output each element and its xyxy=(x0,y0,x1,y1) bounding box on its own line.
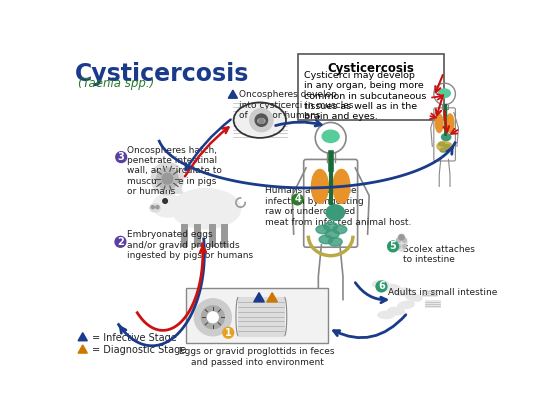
Ellipse shape xyxy=(316,225,330,234)
Circle shape xyxy=(201,306,225,329)
Ellipse shape xyxy=(150,204,160,212)
Text: = Infective Stage: = Infective Stage xyxy=(92,333,177,343)
Ellipse shape xyxy=(388,307,404,315)
Circle shape xyxy=(292,194,303,205)
Circle shape xyxy=(207,312,218,323)
Circle shape xyxy=(250,109,273,132)
Ellipse shape xyxy=(312,169,328,203)
Text: (Taenia spp.): (Taenia spp.) xyxy=(78,77,154,90)
Bar xyxy=(238,297,285,336)
Ellipse shape xyxy=(328,238,342,246)
Circle shape xyxy=(402,238,407,242)
Text: 4: 4 xyxy=(294,194,301,204)
Circle shape xyxy=(396,244,401,249)
Ellipse shape xyxy=(319,235,333,244)
Ellipse shape xyxy=(326,205,345,220)
Ellipse shape xyxy=(323,222,338,231)
Polygon shape xyxy=(173,182,183,193)
Ellipse shape xyxy=(395,288,412,296)
Bar xyxy=(186,288,328,344)
Ellipse shape xyxy=(437,142,453,151)
Text: = Diagnostic Stage: = Diagnostic Stage xyxy=(92,345,186,356)
Polygon shape xyxy=(78,345,87,353)
Ellipse shape xyxy=(171,189,240,229)
Text: 5: 5 xyxy=(390,241,396,252)
Circle shape xyxy=(388,241,399,252)
Text: Embryonated eggs
and/or gravid proglottids
ingested by pigs or humans: Embryonated eggs and/or gravid proglotti… xyxy=(127,230,253,260)
Circle shape xyxy=(156,206,159,209)
Ellipse shape xyxy=(333,225,347,234)
Ellipse shape xyxy=(442,134,451,141)
Ellipse shape xyxy=(397,301,415,309)
Ellipse shape xyxy=(153,194,182,217)
Ellipse shape xyxy=(322,130,339,143)
Polygon shape xyxy=(78,332,87,341)
Circle shape xyxy=(151,162,184,195)
Ellipse shape xyxy=(439,89,450,97)
Circle shape xyxy=(115,236,126,247)
Circle shape xyxy=(157,168,178,189)
Ellipse shape xyxy=(396,236,407,251)
Ellipse shape xyxy=(446,114,454,132)
Ellipse shape xyxy=(438,142,444,146)
Ellipse shape xyxy=(406,293,422,301)
Text: Oncospheres hatch,
penetrate intestinal
wall, and circulate to
musculature in pi: Oncospheres hatch, penetrate intestinal … xyxy=(126,145,221,196)
Text: Adults in small intestine: Adults in small intestine xyxy=(388,288,498,297)
Text: 6: 6 xyxy=(378,282,385,291)
Text: Eggs or gravid proglottids in feces
and passed into environment: Eggs or gravid proglottids in feces and … xyxy=(179,347,335,367)
Circle shape xyxy=(255,114,267,126)
Ellipse shape xyxy=(435,114,443,132)
Text: Cysticercosis: Cysticercosis xyxy=(328,62,415,75)
Ellipse shape xyxy=(372,280,389,288)
Ellipse shape xyxy=(258,118,265,124)
Bar xyxy=(424,300,440,307)
Text: Cysticerci may develop
in any organ, being more
common in subcutaneous
tissues a: Cysticerci may develop in any organ, bei… xyxy=(303,71,426,122)
Circle shape xyxy=(259,119,264,123)
Circle shape xyxy=(163,199,167,203)
Text: 2: 2 xyxy=(117,237,124,247)
Bar xyxy=(422,290,437,296)
Polygon shape xyxy=(267,293,278,302)
Ellipse shape xyxy=(377,311,395,319)
Text: Oncospheres develop
into cysticerci in muscles
of pigs or humans: Oncospheres develop into cysticerci in m… xyxy=(239,90,354,120)
Ellipse shape xyxy=(384,284,401,292)
Text: Scolex attaches
to intestine: Scolex attaches to intestine xyxy=(403,245,475,264)
Circle shape xyxy=(402,244,407,249)
Circle shape xyxy=(399,234,404,240)
Circle shape xyxy=(396,238,401,242)
Circle shape xyxy=(376,281,387,292)
Ellipse shape xyxy=(444,144,450,148)
Circle shape xyxy=(194,299,231,336)
Circle shape xyxy=(116,152,126,162)
Text: 1: 1 xyxy=(225,328,232,338)
Polygon shape xyxy=(228,90,238,98)
Text: 3: 3 xyxy=(118,152,125,162)
Ellipse shape xyxy=(440,148,446,152)
Circle shape xyxy=(151,206,154,209)
Polygon shape xyxy=(254,293,264,302)
Ellipse shape xyxy=(325,230,339,238)
FancyBboxPatch shape xyxy=(298,54,444,120)
Ellipse shape xyxy=(236,105,284,136)
Circle shape xyxy=(223,327,234,338)
Circle shape xyxy=(162,173,173,184)
Text: Cysticercosis: Cysticercosis xyxy=(75,62,249,85)
Text: Humans acquire the
infection by ingesting
raw or undercooked
meat from infected : Humans acquire the infection by ingestin… xyxy=(265,186,411,226)
Ellipse shape xyxy=(333,169,350,203)
